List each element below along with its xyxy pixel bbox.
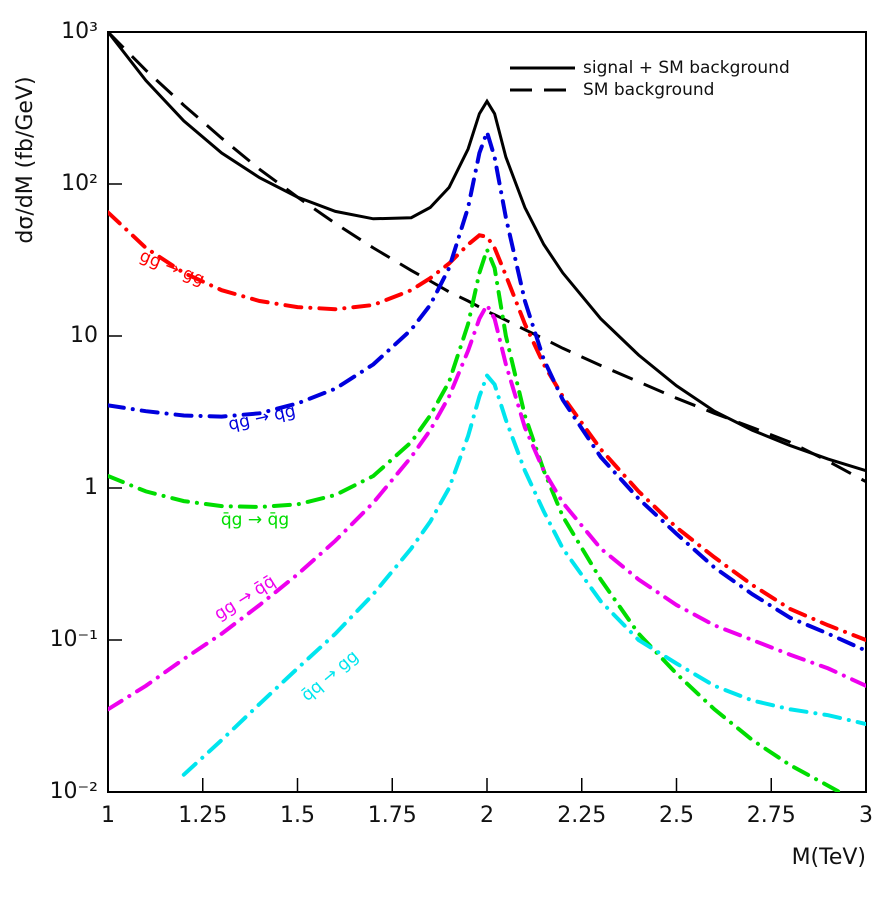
x-tick-label: 1.75 [368,803,417,828]
series-label: gg → gg [137,246,208,290]
y-tick-label: 10 [70,323,98,348]
y-tick-label: 10³ [61,19,98,44]
legend-label: signal + SM background [583,58,790,78]
legend-label: SM background [583,80,714,100]
series-line [108,125,866,653]
series-label: q̄g → q̄g [221,510,289,530]
series-line [108,32,866,473]
x-tick-label: 1 [101,803,115,828]
series-line [181,371,866,777]
series-line [108,32,866,484]
x-tick-label: 2.5 [659,803,694,828]
y-tick-label: 10² [61,171,98,196]
plot-frame [107,31,867,793]
x-tick-label: 3 [859,803,873,828]
x-tick-label: 2.75 [747,803,796,828]
x-axis-label: M(TeV) [792,845,866,870]
x-tick-label: 1.25 [178,803,227,828]
series-label: q̄q → gg [297,646,362,705]
y-tick-label: 10⁻¹ [50,627,98,652]
x-tick-label: 1.5 [280,803,315,828]
series-line [108,243,844,792]
x-tick-label: 2.25 [557,803,606,828]
x-tick-label: 2 [480,803,494,828]
y-axis-label: dσ/dM (fb/GeV) [13,76,38,243]
y-tick-label: 1 [84,475,98,500]
y-tick-label: 10⁻² [50,779,98,804]
series-line [108,300,866,712]
series-label: qg → qg [227,401,298,435]
